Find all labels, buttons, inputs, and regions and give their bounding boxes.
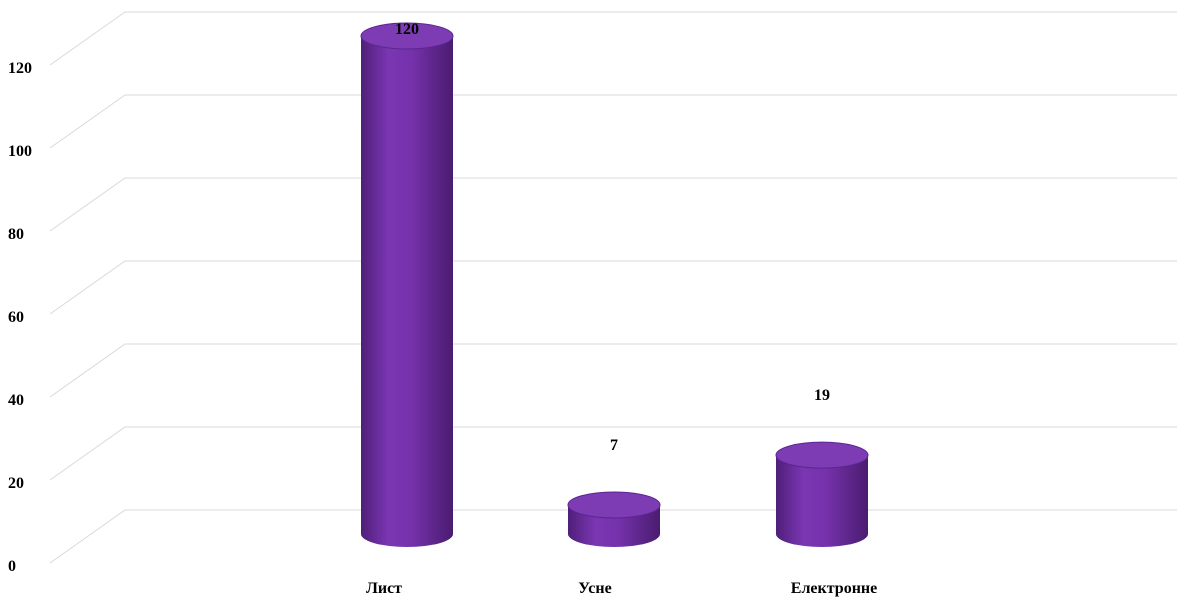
gridline: [49, 343, 1177, 398]
bar-top: [567, 491, 661, 519]
y-tick-label: 0: [8, 558, 16, 575]
gridline: [49, 94, 1177, 149]
y-tick-label: 100: [8, 143, 32, 160]
gridlines: [49, 11, 1177, 564]
category-labels: Лист Усне Електронне: [366, 580, 877, 597]
category-label: Лист: [366, 580, 402, 597]
bar: [567, 491, 661, 547]
gridline: [49, 177, 1177, 232]
gridline: [49, 426, 1177, 481]
y-tick-label: 120: [8, 60, 32, 77]
data-label: 7: [610, 437, 618, 454]
y-tick-label: 80: [8, 226, 24, 243]
bar: [360, 22, 454, 547]
data-label: 120: [395, 21, 419, 38]
bar-body: [361, 36, 453, 547]
y-tick-label: 60: [8, 309, 24, 326]
y-axis-ticks: 0 20 40 60 80 100 120: [8, 60, 32, 575]
bar-body: [776, 455, 868, 547]
category-label: Усне: [578, 580, 611, 597]
bars: [360, 22, 869, 547]
data-labels: 120 7 19: [395, 21, 830, 454]
y-tick-label: 40: [8, 392, 24, 409]
gridline: [49, 260, 1177, 315]
bar-top: [775, 441, 869, 469]
bar: [775, 441, 869, 547]
gridline: [49, 11, 1177, 66]
y-tick-label: 20: [8, 475, 24, 492]
category-label: Електронне: [791, 580, 877, 597]
data-label: 19: [814, 387, 830, 404]
bar-top: [360, 22, 454, 50]
